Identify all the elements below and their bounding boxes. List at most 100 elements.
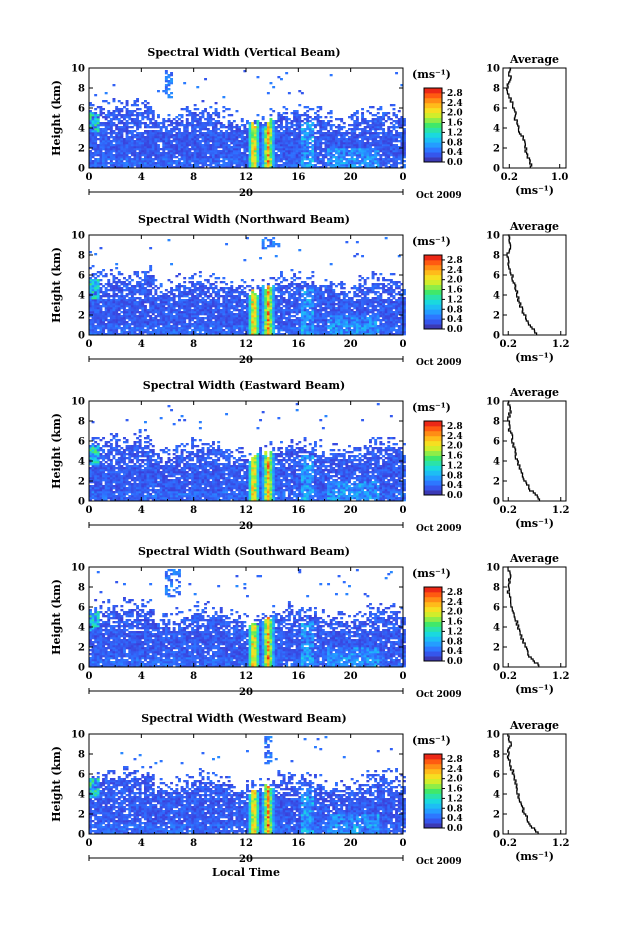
- heatmap-cell: [151, 110, 155, 113]
- heatmap-cell: [180, 327, 184, 330]
- heatmap-cell: [115, 136, 119, 139]
- heatmap-cell: [89, 160, 92, 163]
- heatmap-cell: [253, 120, 257, 123]
- heatmap-cell: [264, 150, 268, 153]
- heatmap-cell: [94, 317, 98, 320]
- heatmap-cell: [185, 160, 189, 163]
- heatmap-cell: [178, 158, 181, 161]
- heatmap-cell: [298, 104, 302, 107]
- heatmap-cell: [99, 158, 103, 161]
- heatmap-cell: [104, 299, 108, 302]
- heatmap-cell: [130, 323, 134, 326]
- heatmap-cell: [253, 138, 257, 141]
- heatmap-cell: [358, 122, 362, 125]
- heatmap-cell: [232, 146, 236, 149]
- heatmap-cell: [272, 329, 276, 332]
- heatmap-cell: [400, 146, 404, 149]
- heatmap-cell: [178, 323, 181, 326]
- heatmap-cell: [120, 295, 124, 298]
- heatmap-cell: [227, 160, 231, 163]
- heatmap-cell: [167, 295, 171, 298]
- heatmap-cell: [125, 303, 129, 306]
- heatmap-cell: [387, 138, 391, 141]
- heatmap-cell: [180, 114, 184, 117]
- heatmap-cell: [374, 142, 378, 145]
- heatmap-cell: [144, 110, 147, 113]
- heatmap-cell: [120, 130, 124, 133]
- heatmap-cell: [293, 299, 297, 302]
- heatmap-cell: [123, 166, 126, 169]
- heatmap-cell: [170, 80, 174, 83]
- heatmap-cell: [212, 124, 215, 127]
- heatmap-cell: [162, 311, 166, 314]
- heatmap-cell: [167, 124, 171, 127]
- heatmap-cell: [327, 124, 331, 127]
- heatmap-cell: [219, 313, 223, 316]
- heatmap-cell: [120, 299, 124, 302]
- heatmap-cell: [178, 130, 181, 133]
- heatmap-cell: [230, 301, 234, 304]
- heatmap-cell: [201, 162, 205, 165]
- heatmap-cell: [358, 134, 362, 137]
- heatmap-cell: [154, 305, 158, 308]
- heatmap-cell: [172, 162, 176, 165]
- heatmap-cell: [369, 142, 372, 145]
- heatmap-cell: [282, 325, 286, 328]
- heatmap-cell: [280, 152, 283, 155]
- heatmap-cell: [107, 331, 111, 334]
- heatmap-cell: [138, 289, 142, 292]
- heatmap-cell: [185, 132, 189, 135]
- heatmap-cell: [204, 327, 208, 330]
- heatmap-cell: [144, 319, 147, 322]
- heatmap-cell: [146, 299, 150, 302]
- heatmap-cell: [285, 285, 289, 288]
- heatmap-cell: [251, 146, 255, 149]
- heatmap-cell: [198, 130, 202, 133]
- heatmap-cell: [146, 108, 150, 111]
- heatmap-cell: [251, 291, 255, 294]
- heatmap-cell: [159, 162, 163, 165]
- heatmap-cell: [112, 154, 116, 157]
- heatmap-cell: [232, 140, 236, 143]
- heatmap-cell: [342, 156, 346, 159]
- heatmap-cell: [146, 130, 150, 133]
- heatmap-cell: [162, 158, 166, 161]
- heatmap-cell: [295, 144, 299, 147]
- heatmap-cell: [269, 128, 273, 131]
- heatmap-cell: [172, 156, 176, 159]
- heatmap-cell: [238, 305, 242, 308]
- heatmap-cell: [266, 92, 270, 95]
- heatmap-cell: [266, 144, 270, 147]
- heatmap-cell: [99, 142, 103, 145]
- heatmap-cell: [240, 144, 244, 147]
- heatmap-cell: [164, 333, 168, 336]
- heatmap-cell: [332, 142, 336, 145]
- heatmap-cell: [340, 134, 344, 137]
- heatmap-cell: [298, 130, 302, 133]
- heatmap-cell: [157, 144, 160, 147]
- heatmap-cell: [130, 162, 134, 165]
- heatmap-cell: [209, 118, 213, 121]
- heatmap-cell: [209, 154, 213, 157]
- heatmap-cell: [298, 140, 302, 143]
- heatmap-cell: [138, 158, 142, 161]
- heatmap-cell: [358, 128, 362, 131]
- heatmap-cell: [206, 325, 210, 328]
- heatmap-cell: [130, 104, 134, 107]
- heatmap-cell: [243, 130, 247, 133]
- heatmap-cell: [246, 311, 249, 314]
- heatmap-cell: [235, 162, 239, 165]
- heatmap-cell: [353, 148, 357, 151]
- heatmap-cell: [240, 333, 244, 336]
- heatmap-cell: [248, 311, 252, 314]
- heatmap-cell: [340, 132, 344, 135]
- heatmap-cell: [225, 158, 229, 161]
- heatmap-cell: [201, 323, 205, 326]
- heatmap-cell: [136, 315, 140, 318]
- heatmap-cell: [149, 327, 153, 330]
- heatmap-cell: [361, 122, 365, 125]
- heatmap-cell: [162, 299, 166, 302]
- heatmap-cell: [264, 128, 268, 131]
- heatmap-cell: [222, 146, 226, 149]
- heatmap-cell: [89, 130, 92, 133]
